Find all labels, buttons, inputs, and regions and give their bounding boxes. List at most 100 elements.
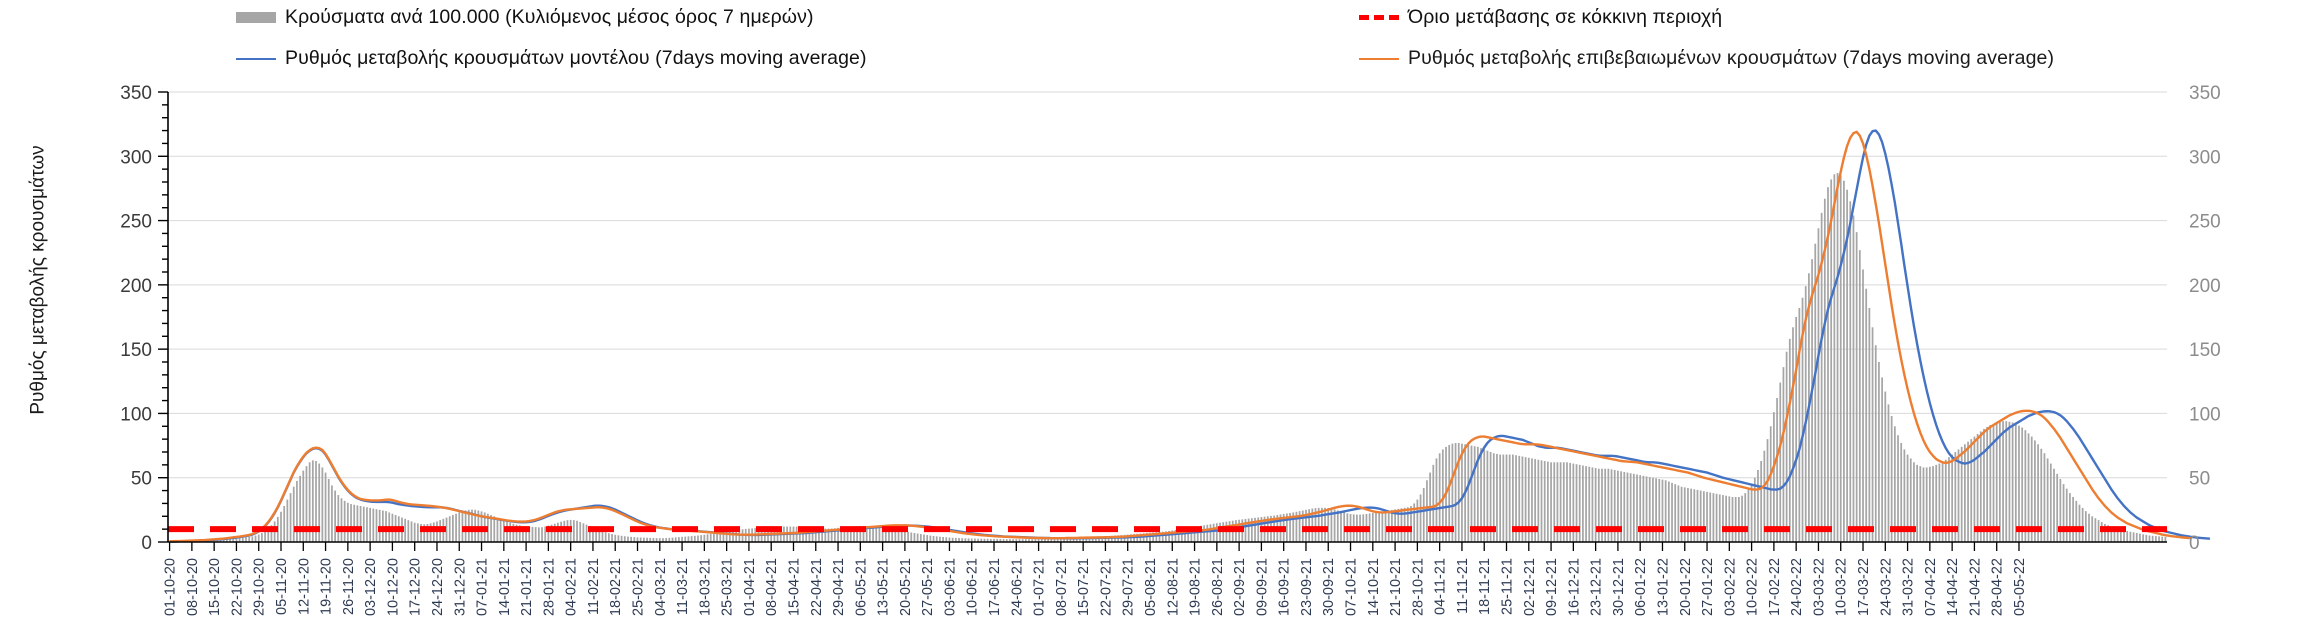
- bar: [544, 526, 547, 542]
- bar: [821, 528, 824, 542]
- bar: [888, 528, 890, 542]
- bar: [429, 523, 432, 542]
- bar: [913, 533, 916, 542]
- legend-item-model-rate[interactable]: Ρυθμός μεταβολής κρουσμάτων μοντέλου (7d…: [236, 47, 867, 70]
- bar: [1979, 431, 1982, 542]
- bar: [547, 525, 550, 542]
- bar: [1289, 512, 1291, 542]
- axis-tick-label: 22-10-20: [229, 558, 245, 616]
- bar: [413, 522, 416, 542]
- bar: [557, 522, 559, 542]
- bar: [1419, 494, 1422, 542]
- bar: [1088, 537, 1091, 542]
- bar: [1690, 488, 1692, 542]
- axis-tick-label: 15-10-20: [207, 558, 223, 616]
- bar: [1496, 453, 1498, 542]
- bar: [2021, 427, 2024, 542]
- bar: [824, 528, 827, 542]
- bar: [1473, 446, 1476, 542]
- bar: [980, 538, 983, 542]
- bar: [856, 526, 859, 542]
- bar: [362, 506, 365, 542]
- axis-tick-label: 28-01-21: [541, 558, 557, 616]
- bar: [814, 528, 817, 542]
- bar: [639, 537, 642, 542]
- bar: [1381, 511, 1384, 542]
- bar: [2059, 479, 2062, 542]
- bar: [719, 532, 722, 542]
- bar: [1922, 467, 1925, 542]
- bar: [1804, 286, 1807, 542]
- bar: [945, 537, 948, 542]
- bar: [1018, 539, 1021, 542]
- bar: [366, 507, 368, 542]
- bar: [1079, 538, 1081, 542]
- bar: [1441, 449, 1444, 542]
- bar: [1578, 464, 1581, 542]
- legend-item-cases-per-100k[interactable]: Κρούσματα ανά 100.000 (Κυλιόμενος μέσος …: [236, 6, 814, 29]
- bar: [1110, 535, 1113, 542]
- bar: [910, 532, 913, 542]
- bar: [1858, 250, 1861, 542]
- bar: [728, 530, 731, 542]
- bar: [1508, 454, 1511, 542]
- axis-tick-label: 06-01-22: [1633, 558, 1649, 616]
- bar: [334, 490, 336, 542]
- bar: [407, 520, 410, 542]
- axis-tick-label: 350: [120, 83, 152, 104]
- bar: [1932, 466, 1934, 542]
- axis-tick-label: 03-06-21: [942, 558, 958, 616]
- bar: [1820, 212, 1823, 542]
- bar: [1327, 508, 1330, 542]
- bar: [2030, 436, 2033, 542]
- bar: [1811, 259, 1813, 542]
- bar: [802, 527, 804, 542]
- bar: [1184, 528, 1186, 542]
- bar: [840, 527, 843, 542]
- axis-tick-label: 350: [2189, 83, 2221, 104]
- bar: [302, 470, 305, 542]
- bar: [1999, 421, 2001, 542]
- bar: [2075, 500, 2078, 542]
- bar: [665, 538, 668, 542]
- bar: [1031, 539, 1034, 542]
- axis-tick-label: 20-05-21: [898, 558, 914, 616]
- bar: [1779, 382, 1782, 542]
- bar: [1642, 475, 1645, 542]
- axis-tick-label: 300: [2189, 147, 2221, 168]
- bar: [2116, 529, 2119, 542]
- bar: [2113, 527, 2116, 542]
- bar: [537, 527, 540, 542]
- legend-item-red-threshold[interactable]: Όριο μετάβασης σε κόκκινη περιοχή: [1359, 6, 1722, 29]
- bar: [607, 533, 610, 542]
- bar: [467, 509, 470, 542]
- bar: [1948, 457, 1950, 542]
- axis-tick-label: 21-04-22: [1967, 558, 1983, 616]
- bar: [1438, 453, 1441, 542]
- bar: [522, 525, 524, 542]
- bar: [1069, 538, 1072, 542]
- bar: [859, 525, 862, 542]
- bar: [1763, 450, 1766, 542]
- bar: [238, 537, 241, 542]
- axis-tick-label: 250: [120, 212, 152, 233]
- bar: [299, 475, 301, 542]
- bar: [1171, 530, 1174, 542]
- bar: [1107, 536, 1110, 542]
- bar: [283, 506, 286, 542]
- bar: [1203, 525, 1205, 542]
- bar: [604, 532, 607, 542]
- bar: [292, 486, 295, 542]
- bar: [525, 526, 527, 542]
- bar: [1878, 362, 1880, 542]
- legend-item-confirmed-rate[interactable]: Ρυθμός μεταβολής επιβεβαιωμένων κρουσμάτ…: [1359, 47, 2054, 70]
- bar: [1009, 539, 1011, 542]
- axis-tick-label: 11-11-21: [1455, 558, 1471, 614]
- bar: [1209, 524, 1212, 542]
- axis-tick-label: 30-09-21: [1321, 558, 1337, 616]
- bar: [620, 535, 623, 542]
- bar: [1664, 480, 1667, 542]
- bar: [518, 525, 521, 542]
- bar: [1884, 391, 1887, 542]
- bar: [2119, 529, 2122, 542]
